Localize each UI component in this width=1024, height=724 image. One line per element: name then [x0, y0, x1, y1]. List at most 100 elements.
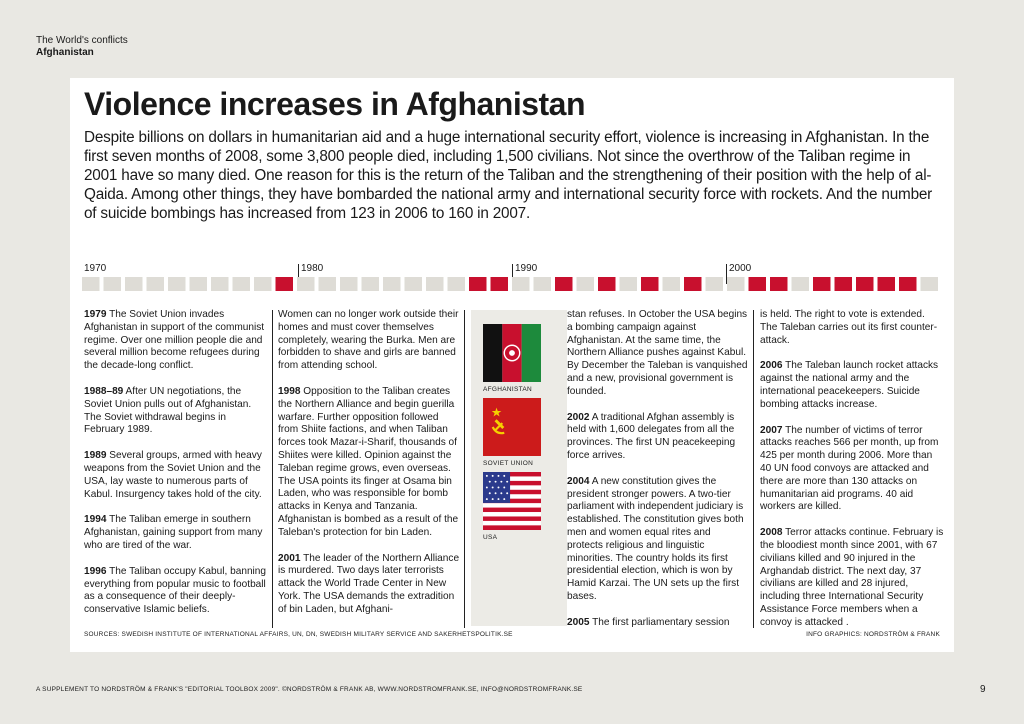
timeline-label-2000: 2000 [729, 263, 752, 274]
sources-note: SOURCES: SWEDISH INSTITUTE OF INTERNATIO… [84, 631, 513, 638]
entry-text: Several groups, armed with heavy weapons… [84, 450, 262, 500]
column-divider [753, 310, 754, 628]
entry-text: A new constitution gives the president s… [567, 475, 744, 602]
entry-1988: 1988–89 After UN negotiations, the Sovie… [84, 386, 268, 437]
timeline-year-1991 [533, 277, 551, 291]
entry-2004: 2004 A new constitution gives the presid… [567, 476, 749, 604]
entry-1989: 1989 Several groups, armed with heavy we… [84, 450, 268, 501]
timeline-year-1971 [103, 277, 121, 291]
timeline-year-1975 [189, 277, 207, 291]
entry-2005: 2005 The first parliamentary session [567, 617, 749, 630]
timeline-year-2009 [920, 277, 938, 291]
timeline-year-1984 [383, 277, 401, 291]
footer-copyright: A SUPPLEMENT TO NORDSTRÖM & FRANK'S "EDI… [36, 686, 583, 693]
timeline-year-2003 [791, 277, 809, 291]
entry-year: 2006 [760, 360, 783, 372]
entry-text: Terror attacks continue. February is the… [760, 527, 944, 628]
entry-1998: 1998 Opposition to the Taliban creates t… [278, 386, 460, 540]
section-label: The World's conflicts [36, 35, 128, 46]
column-4: is held. The right to vote is extended. … [760, 309, 944, 643]
entry-2002: 2002 A traditional Afghan assembly is he… [567, 412, 749, 463]
timeline-year-1980 [297, 277, 315, 291]
timeline-year-1995 [619, 277, 637, 291]
entry-year: 2001 [278, 552, 301, 564]
timeline-year-1979 [275, 277, 293, 291]
timeline-tick-2000 [726, 264, 727, 284]
timeline-year-1988 [469, 277, 487, 291]
timeline-year-2000 [727, 277, 745, 291]
timeline-tick-1990 [512, 264, 513, 284]
timeline-year-2007 [877, 277, 895, 291]
entry-text: The Taliban occupy Kabul, banning everyt… [84, 565, 267, 616]
entry-text: A traditional Afghan assembly is held wi… [567, 411, 736, 461]
timeline-year-1976 [211, 277, 229, 291]
usa-flag-icon [483, 472, 541, 530]
column-divider [464, 310, 465, 628]
timeline-year-2008 [899, 277, 917, 291]
info-graphics-credit: INFO GRAPHICS: NORDSTRÖM & FRANK [806, 631, 940, 638]
entry-1979: 1979 The Soviet Union invades Afghanista… [84, 309, 268, 373]
entry-year: 1979 [84, 309, 107, 320]
timeline-year-1989 [490, 277, 508, 291]
column-3: stan refuses. In October the USA begins … [567, 309, 749, 643]
flags-panel: AFGHANISTAN SOVIET UNION [471, 310, 567, 626]
article-panel: Violence increases in Afghanistan Despit… [70, 78, 954, 652]
timeline-year-1999 [705, 277, 723, 291]
entry-text: The leader of the Northern Alliance is m… [278, 552, 460, 615]
afghanistan-flag-icon [483, 324, 541, 382]
entry-text: Opposition to the Taliban creates the No… [278, 385, 459, 538]
timeline-year-2002 [770, 277, 788, 291]
entry-text: The Taleban launch rocket attacks agains… [760, 360, 939, 410]
entry-1994: 1994 The Taliban emerge in southern Afgh… [84, 514, 268, 552]
entry-text: The number of victims of terror attacks … [760, 424, 939, 513]
subsection-label: Afghanistan [36, 47, 94, 58]
entry-year: 2002 [567, 411, 590, 423]
flag-label-usa: USA [483, 534, 498, 541]
entry-2006: 2006 The Taleban launch rocket attacks a… [760, 360, 944, 411]
timeline-label-1970: 1970 [84, 263, 107, 274]
timeline-year-2001 [748, 277, 766, 291]
timeline-label-1990: 1990 [515, 263, 538, 274]
timeline-tick-1980 [298, 264, 299, 284]
entry-text: The first parliamentary session [589, 616, 730, 628]
timeline-year-1990 [512, 277, 530, 291]
entry-1996: 1996 The Taliban occupy Kabul, banning e… [84, 566, 268, 617]
timeline-year-1981 [318, 277, 336, 291]
entry-year: 1998 [278, 385, 301, 397]
timeline-year-1993 [576, 277, 594, 291]
timeline-year-1998 [684, 277, 702, 291]
entry-continuation: Women can no longer work outside their h… [278, 309, 459, 372]
entry-continuation: is held. The right to vote is extended. … [760, 309, 938, 346]
timeline-year-1986 [426, 277, 444, 291]
entry-text: The Soviet Union invades Afghanistan in … [84, 309, 265, 372]
page-number: 9 [980, 684, 986, 695]
timeline-year-1970 [82, 277, 100, 291]
article-lead: Despite billions on dollars in humanitar… [84, 129, 933, 222]
column-divider [272, 310, 273, 628]
entry-year: 1996 [84, 565, 107, 577]
entry-year: 1989 [84, 450, 107, 462]
flag-label-afghanistan: AFGHANISTAN [483, 386, 533, 393]
entry-text: The Taliban emerge in southern Afghanist… [84, 514, 263, 551]
timeline-bar [82, 277, 938, 291]
timeline-year-1982 [340, 277, 358, 291]
entry-2008: 2008 Terror attacks continue. February i… [760, 527, 944, 629]
entry-year: 2007 [760, 424, 783, 436]
timeline-year-2006 [856, 277, 874, 291]
timeline-year-1997 [662, 277, 680, 291]
timeline-label-1980: 1980 [301, 263, 324, 274]
timeline-year-1977 [232, 277, 250, 291]
timeline-year-1992 [555, 277, 573, 291]
column-1: 1979 The Soviet Union invades Afghanista… [84, 309, 268, 630]
timeline-year-1972 [125, 277, 143, 291]
entry-2007: 2007 The number of victims of terror att… [760, 425, 944, 515]
timeline-year-1985 [404, 277, 422, 291]
timeline-year-1994 [598, 277, 616, 291]
timeline-year-1974 [168, 277, 186, 291]
soviet-union-flag-icon [483, 398, 541, 456]
column-2: Women can no longer work outside their h… [278, 309, 460, 630]
entry-year: 1994 [84, 514, 107, 526]
entry-continuation: stan refuses. In October the USA begins … [567, 309, 748, 397]
entry-text: After UN negotiations, the Soviet Union … [84, 385, 252, 436]
timeline-year-2004 [813, 277, 831, 291]
